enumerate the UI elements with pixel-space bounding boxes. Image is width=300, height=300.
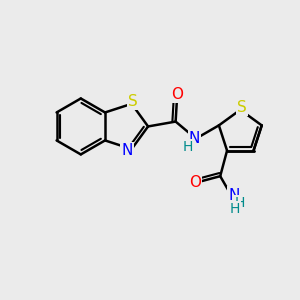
Text: N: N (189, 131, 200, 146)
Text: O: O (171, 87, 183, 102)
Text: N: N (122, 143, 133, 158)
Text: H: H (235, 196, 245, 210)
Text: N: N (229, 188, 240, 202)
Text: S: S (237, 100, 247, 115)
Text: O: O (189, 175, 201, 190)
Text: H: H (230, 202, 240, 216)
Text: S: S (128, 94, 138, 109)
Text: H: H (182, 140, 193, 154)
